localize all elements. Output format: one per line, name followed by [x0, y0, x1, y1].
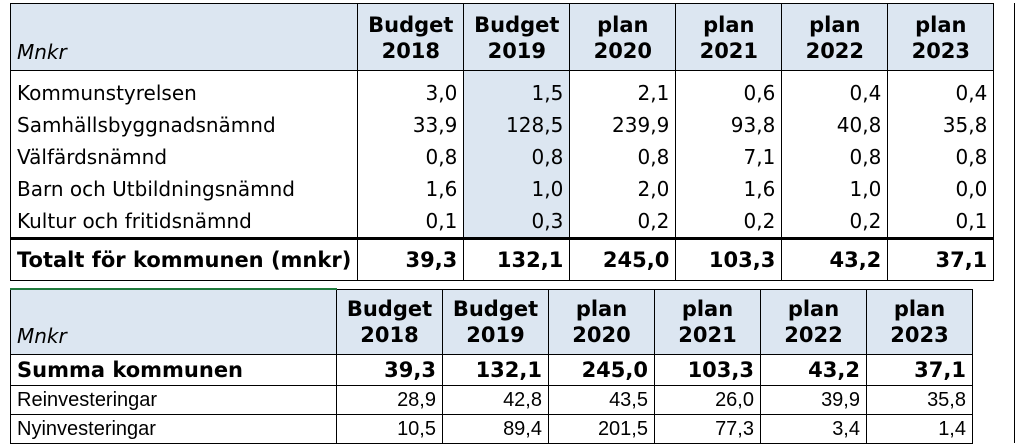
cell-value: 1,4 — [866, 414, 973, 444]
cell-value: 0,2 — [781, 205, 889, 239]
cell-value: 77,3 — [654, 414, 761, 444]
cell-value: 0,8 — [357, 141, 465, 173]
table-row: Kultur och fritidsnämnd 0,1 0,3 0,2 0,2 … — [9, 205, 995, 239]
cell-value: 3,0 — [357, 70, 465, 109]
sum-value: 245,0 — [548, 354, 655, 386]
table-row: Samhällsbyggnadsnämnd 33,9 128,5 239,9 9… — [9, 109, 995, 141]
row-label: Nyinvesteringar — [10, 414, 337, 444]
budget-table-investments: Mnkr Budget 2018 Budget 2019 plan 2020 plan… — [10, 288, 973, 444]
cell-value: 33,9 — [357, 109, 465, 141]
table-row: Barn och Utbildningsnämnd 1,6 1,0 2,0 1,… — [9, 173, 995, 205]
cell-value: 10,5 — [336, 414, 443, 444]
sum-label: Summa kommunen — [10, 354, 337, 386]
header-col-2023: plan 2023 — [887, 3, 995, 71]
header-col-2019: Budget 2019 — [442, 288, 549, 355]
cell-value: 1,6 — [357, 173, 465, 205]
total-label: Totalt för kommunen (mnkr) — [9, 237, 359, 281]
table-row: Nyinvesteringar 10,5 89,4 201,5 77,3 3,4… — [10, 414, 973, 444]
table-row: Kommunstyrelsen 3,0 1,5 2,1 0,6 0,4 0,4 — [9, 70, 995, 109]
cell-value: 0,3 — [463, 205, 571, 239]
total-value: 37,1 — [887, 237, 995, 281]
total-value: 43,2 — [781, 237, 889, 281]
cell-value: 0,4 — [887, 70, 995, 109]
total-value: 132,1 — [463, 237, 571, 281]
cell-value: 0,8 — [463, 141, 571, 173]
header-col-2022: plan 2022 — [781, 3, 889, 71]
sum-value: 37,1 — [866, 354, 973, 386]
header-col-2022: plan 2022 — [760, 288, 867, 355]
row-label: Samhällsbyggnadsnämnd — [9, 109, 359, 141]
row-label: Välfärdsnämnd — [9, 141, 359, 173]
cell-value: 0,4 — [781, 70, 889, 109]
header-col-2023: plan 2023 — [866, 288, 973, 355]
cell-value: 93,8 — [675, 109, 783, 141]
cell-value: 128,5 — [463, 109, 571, 141]
table-row: Välfärdsnämnd 0,8 0,8 0,8 7,1 0,8 0,8 — [9, 141, 995, 173]
sheet-right-edge — [1014, 3, 1015, 443]
total-value: 245,0 — [569, 237, 677, 281]
cell-value: 1,5 — [463, 70, 571, 109]
header-col-2021: plan 2021 — [675, 3, 783, 71]
header-col-2018: Budget 2018 — [357, 3, 465, 71]
table-header-row: Mnkr Budget 2018 Budget 2019 plan 2020 plan… — [10, 288, 973, 355]
header-col-2020: plan 2020 — [548, 288, 655, 355]
cell-value: 26,0 — [654, 385, 761, 415]
cell-value: 28,9 — [336, 385, 443, 415]
sum-value: 43,2 — [760, 354, 867, 386]
cell-value: 35,8 — [866, 385, 973, 415]
sum-value: 132,1 — [442, 354, 549, 386]
table-header-row: Mnkr Budget 2018 Budget 2019 plan 2020 plan… — [9, 3, 995, 71]
cell-value: 2,0 — [569, 173, 677, 205]
cell-value: 7,1 — [675, 141, 783, 173]
cell-value: 0,6 — [675, 70, 783, 109]
cell-value: 2,1 — [569, 70, 677, 109]
cell-value: 1,0 — [463, 173, 571, 205]
header-label: Mnkr — [10, 288, 337, 355]
header-col-2020: plan 2020 — [569, 3, 677, 71]
cell-value: 0,1 — [887, 205, 995, 239]
cell-value: 42,8 — [442, 385, 549, 415]
row-label: Reinvesteringar — [10, 385, 337, 415]
row-label: Kommunstyrelsen — [9, 70, 359, 109]
header-col-2021: plan 2021 — [654, 288, 761, 355]
cell-value: 89,4 — [442, 414, 549, 444]
cell-value: 0,0 — [887, 173, 995, 205]
cell-value: 201,5 — [548, 414, 655, 444]
cell-value: 43,5 — [548, 385, 655, 415]
row-label: Barn och Utbildningsnämnd — [9, 173, 359, 205]
budget-table-departments: Mnkr Budget 2018 Budget 2019 plan 2020 plan… — [9, 3, 995, 281]
cell-value: 1,6 — [675, 173, 783, 205]
sum-row: Summa kommunen 39,3 132,1 245,0 103,3 43… — [10, 354, 973, 386]
header-label: Mnkr — [9, 3, 359, 71]
row-label: Kultur och fritidsnämnd — [9, 205, 359, 239]
header-col-2019: Budget 2019 — [463, 3, 571, 71]
cell-value: 3,4 — [760, 414, 867, 444]
sum-value: 103,3 — [654, 354, 761, 386]
cell-value: 40,8 — [781, 109, 889, 141]
total-value: 103,3 — [675, 237, 783, 281]
cell-value: 0,1 — [357, 205, 465, 239]
cell-value: 1,0 — [781, 173, 889, 205]
cell-value: 239,9 — [569, 109, 677, 141]
cell-value: 0,2 — [569, 205, 677, 239]
cell-value: 0,8 — [887, 141, 995, 173]
cell-value: 35,8 — [887, 109, 995, 141]
cell-value: 0,8 — [781, 141, 889, 173]
total-row: Totalt för kommunen (mnkr) 39,3 132,1 24… — [9, 237, 995, 281]
header-col-2018: Budget 2018 — [336, 288, 443, 355]
sum-value: 39,3 — [336, 354, 443, 386]
cell-value: 39,9 — [760, 385, 867, 415]
cell-value: 0,8 — [569, 141, 677, 173]
cell-value: 0,2 — [675, 205, 783, 239]
table-row: Reinvesteringar 28,9 42,8 43,5 26,0 39,9… — [10, 385, 973, 415]
total-value: 39,3 — [357, 237, 465, 281]
